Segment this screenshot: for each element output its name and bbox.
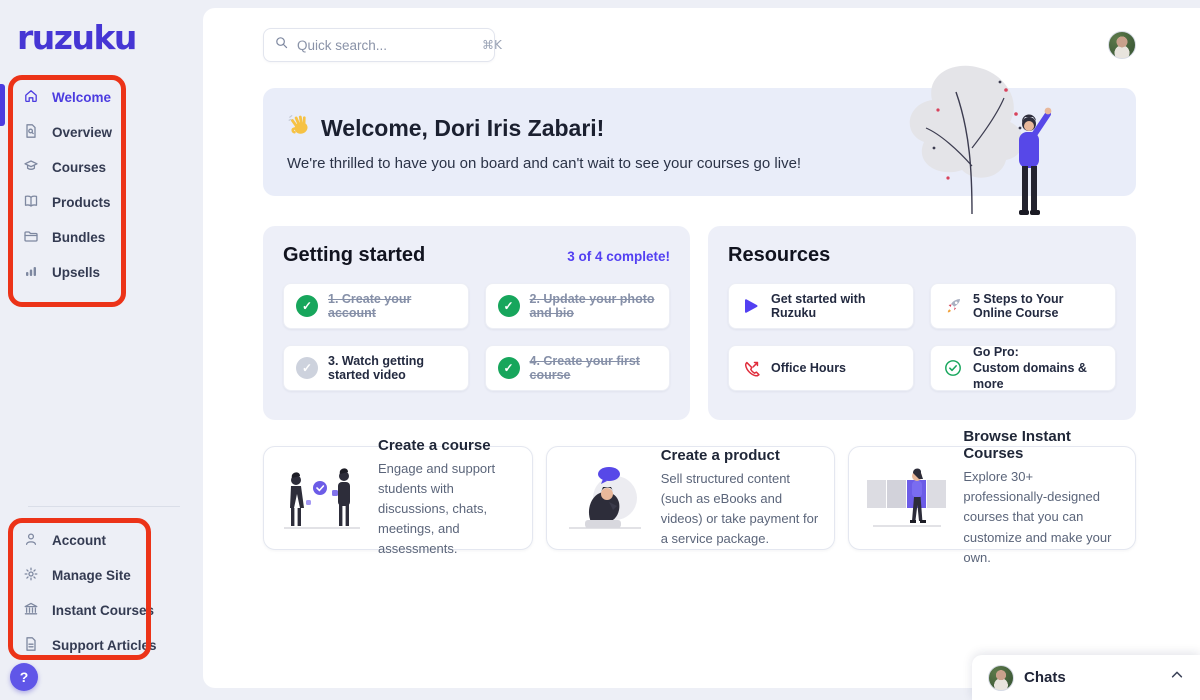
phone-forwarded-icon	[741, 358, 761, 378]
ruzuku-logo[interactable]: ruzuku	[17, 18, 137, 57]
check-circle-icon	[497, 357, 520, 379]
sidebar-item-label: Account	[52, 533, 106, 548]
bank-icon	[23, 601, 39, 620]
create-product-illustration	[568, 467, 641, 529]
open-book-icon	[23, 193, 39, 212]
chats-widget[interactable]: Chats	[972, 655, 1200, 700]
sidebar-item-label: Welcome	[52, 90, 112, 105]
primary-nav: Welcome Overview Courses Products Bundle…	[0, 80, 203, 290]
sidebar-item-label: Manage Site	[52, 568, 131, 583]
sidebar-item-overview[interactable]: Overview	[0, 115, 203, 150]
sidebar-item-label: Support Articles	[52, 638, 157, 653]
chat-avatar	[988, 664, 1014, 691]
chevron-up-icon[interactable]	[1170, 668, 1184, 687]
bar-chart-icon	[23, 263, 39, 282]
card-description: Engage and support students with discuss…	[378, 460, 496, 557]
user-icon	[23, 531, 39, 550]
sidebar-item-label: Instant Courses	[52, 603, 155, 618]
card-title: Create a product	[660, 446, 780, 464]
main-panel: ⌘K Welcome, Dori Iris Zabari! We're thri…	[203, 8, 1200, 688]
card-title: Browse Instant Courses	[963, 428, 1071, 463]
checklist-item-create-course[interactable]: 4. Create your first course	[484, 345, 670, 391]
home-icon	[23, 88, 39, 107]
check-circle-icon	[497, 295, 520, 317]
chats-label: Chats	[1024, 669, 1066, 686]
sidebar-item-support-articles[interactable]: Support Articles	[0, 628, 203, 663]
check-circle-icon	[296, 295, 318, 317]
rocket-icon	[943, 296, 963, 316]
header: ⌘K	[263, 28, 1136, 62]
banner-subtitle: We're thrilled to have you on board and …	[287, 155, 802, 172]
create-course-illustration	[284, 468, 360, 529]
sidebar: ruzuku Welcome Overview Courses Products…	[0, 0, 203, 700]
sidebar-item-instant-courses[interactable]: Instant Courses	[0, 593, 203, 628]
resource-5-steps[interactable]: 5 Steps to Your Online Course	[930, 283, 1116, 329]
gear-icon	[23, 566, 39, 585]
sidebar-divider	[28, 506, 180, 507]
sidebar-item-welcome[interactable]: Welcome	[0, 80, 203, 115]
sidebar-item-courses[interactable]: Courses	[0, 150, 203, 185]
browse-instant-courses-card[interactable]: Browse Instant Courses Explore 30+ profe…	[848, 428, 1136, 565]
resources-card: Resources Get started with Ruzuku 5 Step…	[708, 226, 1136, 420]
document-icon	[23, 123, 39, 142]
graduation-cap-icon	[23, 158, 39, 177]
user-avatar[interactable]	[1108, 31, 1136, 59]
help-button[interactable]: ?	[10, 663, 38, 691]
check-circle-icon	[296, 357, 318, 379]
play-icon	[741, 296, 761, 316]
card-description: Sell structured content (such as eBooks …	[660, 470, 819, 547]
sidebar-item-account[interactable]: Account	[0, 523, 203, 558]
checklist-item-watch-video[interactable]: 3. Watch getting started video	[283, 345, 469, 391]
secondary-nav: Account Manage Site Instant Courses Supp…	[0, 523, 203, 663]
resource-go-pro[interactable]: Go Pro: Custom domains & more	[930, 345, 1116, 391]
card-description: Explore 30+ professionally-designed cour…	[963, 469, 1112, 565]
create-product-card[interactable]: Create a product Sell structured content…	[545, 446, 836, 550]
sidebar-item-label: Upsells	[52, 265, 101, 280]
browse-instant-courses-illustration	[867, 468, 947, 527]
resources-title: Resources	[728, 244, 831, 266]
progress-label: 3 of 4 complete!	[567, 249, 670, 264]
sidebar-item-label: Courses	[52, 160, 107, 175]
checklist-item-create-account[interactable]: 1. Create your account	[283, 283, 469, 329]
resource-get-started[interactable]: Get started with Ruzuku	[728, 283, 914, 329]
sidebar-item-manage-site[interactable]: Manage Site	[0, 558, 203, 593]
create-course-card[interactable]: Create a course Engage and support stude…	[263, 437, 533, 556]
welcome-banner: Welcome, Dori Iris Zabari! We're thrille…	[263, 65, 1136, 215]
sidebar-item-bundles[interactable]: Bundles	[0, 220, 203, 255]
file-text-icon	[23, 636, 39, 655]
check-circle-outline-icon	[943, 358, 963, 378]
search-box[interactable]: ⌘K	[263, 28, 502, 62]
active-nav-indicator	[0, 84, 5, 126]
getting-started-card: Getting started 3 of 4 complete! 1. Crea…	[263, 226, 690, 420]
sidebar-item-label: Products	[52, 195, 111, 210]
search-icon	[274, 35, 289, 55]
banner-title: Welcome, Dori Iris Zabari!	[321, 114, 605, 141]
card-title: Create a course	[378, 436, 491, 454]
keyboard-shortcut: ⌘K	[482, 38, 502, 52]
sidebar-item-label: Overview	[52, 125, 113, 140]
search-input[interactable]	[297, 37, 474, 53]
folder-icon	[23, 228, 39, 247]
sidebar-item-upsells[interactable]: Upsells	[0, 255, 203, 290]
checklist-item-update-photo[interactable]: 2. Update your photo and bio	[484, 283, 670, 329]
sidebar-item-products[interactable]: Products	[0, 185, 203, 220]
resource-office-hours[interactable]: Office Hours	[728, 345, 914, 391]
waving-hand-icon	[287, 112, 313, 144]
sidebar-item-label: Bundles	[52, 230, 106, 245]
getting-started-title: Getting started	[283, 244, 426, 266]
